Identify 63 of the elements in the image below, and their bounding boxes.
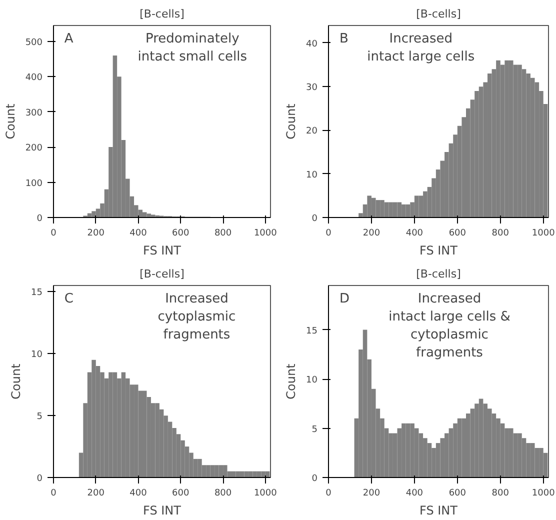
y-tick-label: 10 xyxy=(306,170,318,180)
x-axis-title: FS INT xyxy=(143,504,182,518)
annotation: B xyxy=(340,31,348,46)
chart-title: [B-cells] xyxy=(416,8,461,20)
x-tick-label: 200 xyxy=(362,488,380,498)
x-tick-label: 600 xyxy=(448,488,466,498)
chart-title: [B-cells] xyxy=(416,268,461,280)
annotation: Increased cytoplasmic fragments xyxy=(158,291,236,342)
y-tick-label: 0 xyxy=(312,214,318,224)
y-tick-label: 5 xyxy=(312,424,318,435)
annotation: Increased intact large cells xyxy=(367,31,475,64)
y-tick-label: 200 xyxy=(25,144,43,154)
y-tick-label: 400 xyxy=(25,73,43,84)
x-tick-label: 200 xyxy=(87,228,105,238)
x-tick-label: 200 xyxy=(362,228,380,238)
x-tick-label: 1000 xyxy=(254,488,278,498)
x-axis-title: FS INT xyxy=(420,244,458,258)
x-tick-label: 400 xyxy=(406,488,424,498)
x-tick-label: 1000 xyxy=(532,228,556,238)
y-tick-label: 300 xyxy=(25,108,43,118)
x-tick-label: 800 xyxy=(492,228,510,238)
x-tick-label: 1000 xyxy=(254,228,278,238)
y-tick-label: 0 xyxy=(36,474,43,484)
x-tick-label: 0 xyxy=(326,228,332,238)
y-tick-label: 40 xyxy=(306,39,318,50)
y-tick-label: 15 xyxy=(31,288,42,298)
y-tick-label: 10 xyxy=(31,350,43,360)
x-tick-label: 600 xyxy=(172,488,190,498)
annotation: D xyxy=(340,291,350,306)
y-tick-label: 500 xyxy=(25,38,43,48)
y-axis-title: Count xyxy=(9,363,24,400)
y-axis-title: Count xyxy=(3,103,18,140)
x-tick-label: 400 xyxy=(130,488,148,498)
annotation: Predominately intact small cells xyxy=(138,31,248,64)
y-tick-label: 30 xyxy=(306,83,318,94)
y-axis-title: Count xyxy=(284,103,298,140)
y-tick-label: 0 xyxy=(312,474,318,484)
y-tick-label: 5 xyxy=(36,412,43,422)
x-tick-label: 400 xyxy=(130,228,148,238)
x-tick-label: 800 xyxy=(214,488,232,498)
annotation: C xyxy=(64,291,74,306)
chart-title: [B-cells] xyxy=(140,268,184,280)
x-tick-label: 600 xyxy=(172,228,190,238)
y-tick-label: 0 xyxy=(36,214,43,224)
y-tick-label: 20 xyxy=(306,126,318,137)
y-tick-label: 100 xyxy=(25,178,43,189)
annotation: Increased intact large cells & cytoplasmic fragments xyxy=(388,291,510,360)
x-tick-label: 800 xyxy=(492,488,510,498)
y-tick-label: 15 xyxy=(306,326,318,336)
y-tick-label: 10 xyxy=(306,376,318,386)
chart-title: [B-cells] xyxy=(140,8,184,20)
x-tick-label: 0 xyxy=(326,488,332,498)
x-tick-label: 0 xyxy=(50,228,57,238)
x-tick-label: 200 xyxy=(87,488,105,498)
x-tick-label: 0 xyxy=(50,488,57,498)
x-tick-label: 800 xyxy=(214,228,232,238)
annotation: A xyxy=(64,31,74,46)
x-axis-title: FS INT xyxy=(420,504,458,518)
x-tick-label: 400 xyxy=(406,228,424,238)
x-axis-title: FS INT xyxy=(143,244,182,258)
x-tick-label: 1000 xyxy=(532,488,556,498)
x-tick-label: 600 xyxy=(448,228,466,238)
y-axis-title: Count xyxy=(284,363,298,400)
